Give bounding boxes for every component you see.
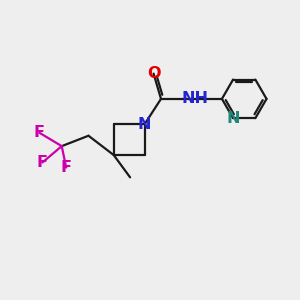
Text: N: N: [226, 111, 240, 126]
Text: NH: NH: [182, 92, 209, 106]
Text: F: F: [61, 160, 72, 175]
Text: F: F: [37, 155, 48, 170]
Text: O: O: [147, 66, 160, 81]
Text: F: F: [34, 125, 45, 140]
Text: N: N: [138, 117, 152, 132]
